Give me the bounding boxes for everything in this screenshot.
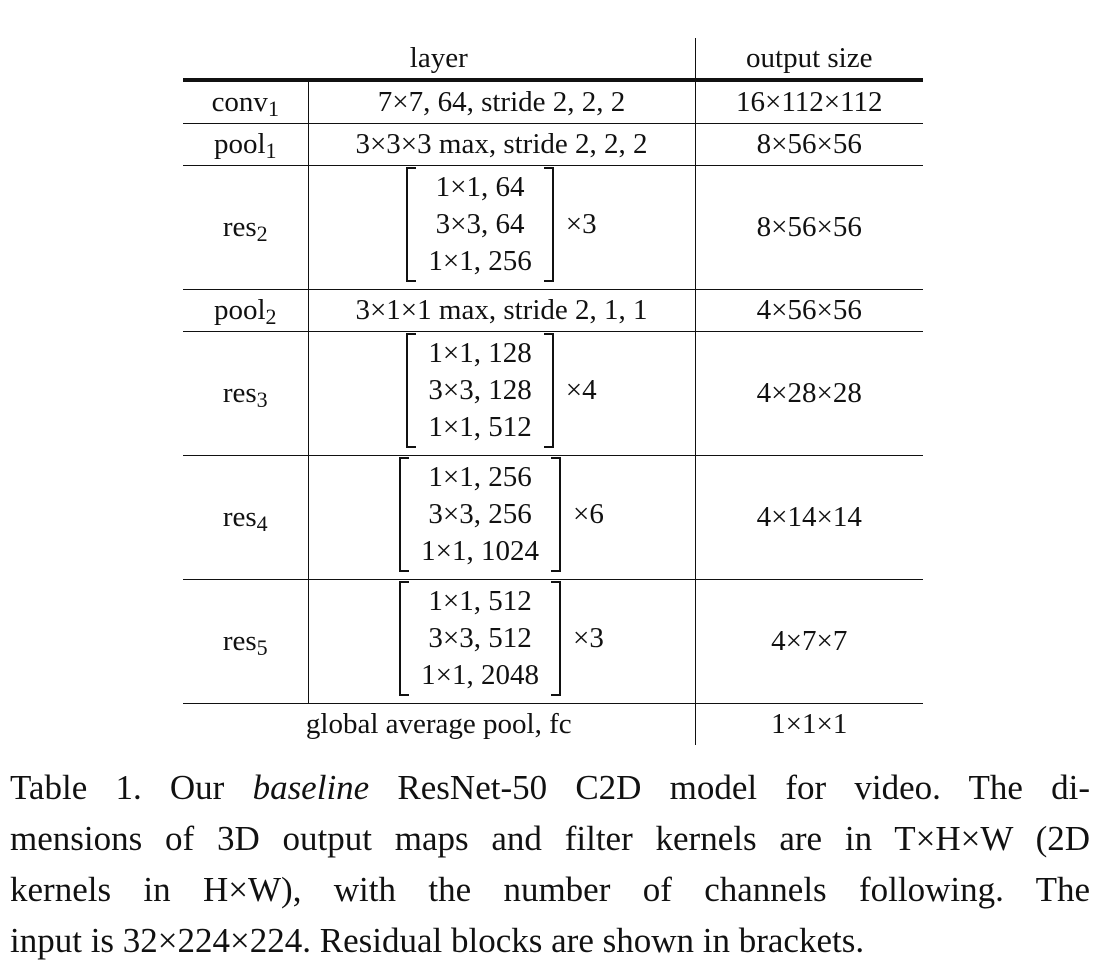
output-size: 4×7×7 bbox=[695, 579, 923, 704]
table-row: pool1 3×3×3 max, stride 2, 2, 2 8×56×56 bbox=[183, 123, 923, 166]
residual-block: 1×1, 64 3×3, 64 1×1, 256 ×3 bbox=[308, 165, 696, 290]
block-line: 1×1, 64 bbox=[435, 171, 525, 203]
layer-spec: 3×1×1 max, stride 2, 1, 1 bbox=[308, 289, 696, 332]
final-layer-label: global average pool, fc bbox=[183, 703, 696, 745]
right-bracket bbox=[551, 581, 561, 696]
layer-spec: 7×7, 64, stride 2, 2, 2 bbox=[308, 80, 696, 124]
output-size: 4×56×56 bbox=[695, 289, 923, 332]
layer-name: res5 bbox=[183, 579, 309, 704]
block-line: 1×1, 512 bbox=[428, 411, 532, 443]
table-caption: Table 1. Our baseline ResNet-50 C2D mode… bbox=[10, 762, 1090, 966]
table-row: conv1 7×7, 64, stride 2, 2, 2 16×112×112 bbox=[183, 80, 923, 124]
layer-name: pool2 bbox=[183, 289, 309, 332]
output-size: 16×112×112 bbox=[695, 80, 923, 124]
table-row: res4 1×1, 256 3×3, 256 1×1, 1024 ×6 4×14… bbox=[183, 455, 923, 580]
block-line: 1×1, 512 bbox=[428, 585, 532, 617]
right-bracket bbox=[551, 457, 561, 572]
left-bracket bbox=[406, 333, 417, 448]
table-row: res2 1×1, 64 3×3, 64 1×1, 256 ×3 8×56×56 bbox=[183, 165, 923, 290]
block-repeat: ×4 bbox=[565, 374, 597, 406]
left-bracket bbox=[399, 581, 410, 696]
caption-line: input is 32×224×224. Residual blocks are… bbox=[10, 921, 865, 960]
block-line: 1×1, 2048 bbox=[421, 659, 539, 691]
residual-block: 1×1, 256 3×3, 256 1×1, 1024 ×6 bbox=[308, 455, 696, 580]
layer-name: res3 bbox=[183, 331, 309, 456]
caption-line: kernels in H×W), with the number of chan… bbox=[10, 870, 1090, 909]
output-size: 4×28×28 bbox=[695, 331, 923, 456]
caption-line: Table 1. Our baseline ResNet-50 C2D mode… bbox=[10, 768, 1090, 807]
output-size: 1×1×1 bbox=[771, 708, 848, 740]
output-size: 8×56×56 bbox=[695, 165, 923, 290]
block-line: 1×1, 1024 bbox=[421, 535, 539, 567]
header-output-size: output size bbox=[695, 38, 923, 82]
layer-name: pool1 bbox=[183, 123, 309, 166]
table-header-row: layer output size bbox=[183, 38, 923, 82]
residual-block: 1×1, 512 3×3, 512 1×1, 2048 ×3 bbox=[308, 579, 696, 704]
architecture-table: layer output size conv1 7×7, 64, stride … bbox=[183, 38, 923, 745]
table-row: pool2 3×1×1 max, stride 2, 1, 1 4×56×56 bbox=[183, 289, 923, 332]
caption-emphasis: baseline bbox=[252, 768, 370, 807]
output-size: 4×14×14 bbox=[695, 455, 923, 580]
block-line: 1×1, 256 bbox=[428, 461, 532, 493]
block-line: 1×1, 128 bbox=[428, 337, 532, 369]
table-row-final: global average pool, fc 1×1×1 bbox=[183, 703, 923, 745]
layer-name: res4 bbox=[183, 455, 309, 580]
caption-line: mensions of 3D output maps and filter ke… bbox=[10, 819, 1090, 858]
left-bracket bbox=[406, 167, 417, 282]
header-layer: layer bbox=[183, 38, 696, 82]
right-bracket bbox=[543, 333, 554, 448]
block-line: 3×3, 256 bbox=[428, 498, 532, 530]
layer-name: conv1 bbox=[183, 80, 309, 124]
layer-spec: 3×3×3 max, stride 2, 2, 2 bbox=[308, 123, 696, 166]
block-repeat: ×3 bbox=[573, 622, 604, 654]
output-size: 8×56×56 bbox=[695, 123, 923, 166]
block-line: 1×1, 256 bbox=[428, 245, 532, 277]
block-line: 3×3, 128 bbox=[428, 374, 532, 406]
block-repeat: ×6 bbox=[573, 498, 604, 530]
block-repeat: ×3 bbox=[565, 208, 597, 240]
table-row: res3 1×1, 128 3×3, 128 1×1, 512 ×4 4×28×… bbox=[183, 331, 923, 456]
block-line: 3×3, 512 bbox=[428, 622, 532, 654]
table-row: res5 1×1, 512 3×3, 512 1×1, 2048 ×3 4×7×… bbox=[183, 579, 923, 704]
left-bracket bbox=[399, 457, 410, 572]
right-bracket bbox=[543, 167, 554, 282]
block-line: 3×3, 64 bbox=[435, 208, 525, 240]
layer-name: res2 bbox=[183, 165, 309, 290]
residual-block: 1×1, 128 3×3, 128 1×1, 512 ×4 bbox=[308, 331, 696, 456]
